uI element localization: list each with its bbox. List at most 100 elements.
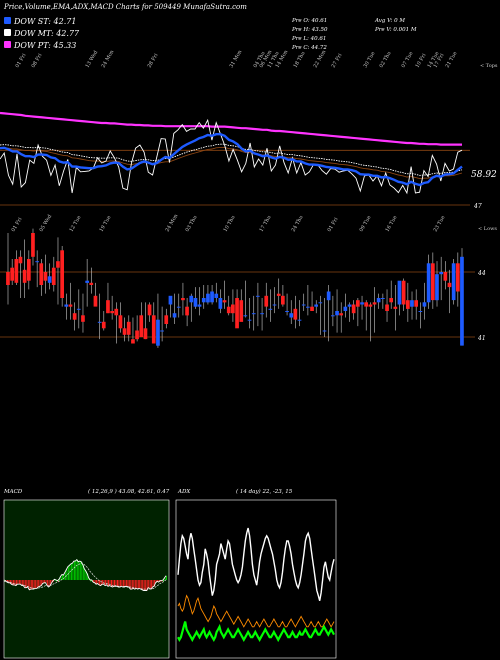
- candle-body: [347, 304, 352, 307]
- macd-bar: [106, 580, 108, 585]
- candle-body: [260, 313, 264, 315]
- candle-body: [418, 311, 423, 312]
- macd-bar: [122, 580, 124, 587]
- candle-body: [51, 267, 56, 285]
- candle-body: [122, 328, 127, 335]
- candle-body: [372, 302, 377, 305]
- minus-di-line: [177, 594, 335, 628]
- candle-body: [239, 300, 244, 322]
- macd-bar: [64, 572, 66, 580]
- macd-bar: [99, 580, 101, 585]
- date-label-top: 28 Fri: [147, 52, 160, 69]
- macd-bar: [59, 579, 60, 581]
- adx-line: [177, 527, 335, 601]
- candle-body: [206, 293, 210, 303]
- candle-body: [456, 263, 460, 292]
- candle-body: [164, 315, 169, 324]
- adx-panel: ADX ( 14 day) 22, -23, 15: [175, 488, 337, 659]
- candle-body: [218, 298, 223, 309]
- date-label-top: 13 Wed: [85, 49, 100, 69]
- macd-bar: [45, 580, 47, 583]
- candle-body: [289, 313, 294, 318]
- macd-bar: [93, 580, 95, 583]
- macd-bar: [148, 580, 150, 588]
- macd-bar: [142, 580, 144, 590]
- macd-bar: [15, 580, 17, 586]
- macd-bar: [35, 580, 37, 589]
- date-label-top: 02 Thu: [379, 50, 393, 69]
- macd-histogram: [4, 559, 167, 591]
- candle-body: [339, 313, 343, 316]
- macd-bar: [8, 580, 10, 583]
- macd-bar: [9, 580, 11, 583]
- candle-body: [397, 280, 402, 305]
- candle-body: [368, 304, 373, 307]
- macd-bar: [11, 580, 13, 585]
- candle-body: [118, 315, 123, 329]
- candle-body: [22, 269, 27, 283]
- candle-body: [306, 306, 310, 308]
- candle-body: [410, 300, 414, 307]
- candle-body: [181, 298, 185, 301]
- macd-bar: [111, 580, 112, 587]
- macd-bar: [36, 580, 38, 589]
- candle-body: [351, 304, 356, 314]
- candle-body: [18, 256, 23, 264]
- macd-bar: [112, 580, 114, 587]
- date-label-top: 31 Mon: [229, 49, 244, 69]
- macd-bar: [26, 580, 28, 588]
- macd-bar: [140, 580, 142, 590]
- candle-body: [385, 304, 389, 311]
- macd-bar: [155, 580, 157, 583]
- candle-body: [47, 276, 52, 283]
- ema-mid-line: [0, 146, 463, 180]
- date-labels-mid: 01 Fri 05 Wed 12 Tue 19 Tue 24 Mon 03 Thu 10 T…: [11, 213, 447, 233]
- candle-body: [231, 304, 235, 314]
- macd-bar: [54, 579, 56, 581]
- candle-body: [264, 295, 269, 307]
- candle-body: [160, 330, 164, 332]
- candle-body: [431, 263, 435, 301]
- ema-short-line: [0, 133, 463, 187]
- candle-body: [176, 306, 181, 308]
- candle-body: [193, 298, 198, 307]
- macd-signal-line: [4, 562, 167, 591]
- legend-swatch-mt: [4, 29, 11, 36]
- macd-bar: [131, 580, 133, 590]
- macd-bar: [73, 561, 75, 580]
- ema-long-line: [0, 111, 462, 146]
- candle-body: [222, 300, 227, 303]
- candle-body: [139, 315, 144, 337]
- candle-body: [131, 339, 135, 344]
- candle-body: [393, 306, 398, 309]
- macd-bar: [97, 580, 99, 584]
- candle-body: [326, 291, 331, 301]
- macd-bar: [103, 580, 105, 585]
- candle-body: [426, 263, 431, 303]
- candle-body: [89, 282, 94, 285]
- candle-body: [31, 233, 35, 257]
- candle-body: [389, 298, 393, 303]
- candle-body: [60, 250, 64, 298]
- date-label-top: 30 Tue: [363, 51, 377, 69]
- macd-bar: [4, 580, 5, 582]
- candle-body: [43, 272, 48, 281]
- macd-bar: [130, 580, 132, 590]
- candle-body: [97, 321, 102, 323]
- macd-bar: [163, 580, 164, 582]
- macd-bar: [18, 580, 20, 585]
- macd-bar: [114, 580, 115, 587]
- legend: DOW ST: 42.71 DOW MT: 42.77 DOW PT: 45.3…: [4, 17, 80, 50]
- candle-body: [210, 291, 214, 303]
- candle-body: [310, 306, 314, 311]
- candle-body: [447, 282, 452, 288]
- macd-bar: [139, 580, 141, 589]
- macd-bar: [63, 575, 65, 580]
- ema-panel: < Tops 01 Fri 08 Fri 13 Wed 24 Mon 28 Fri 31 …: [0, 49, 498, 210]
- candle-body: [256, 295, 260, 297]
- macd-bar: [121, 580, 123, 587]
- ohlc-high: Pre H: 43.50: [291, 27, 328, 33]
- date-labels-top: 01 Fri 08 Fri 13 Wed 24 Mon 28 Fri 31 Mon 04 T…: [15, 49, 459, 69]
- candle-body: [10, 267, 14, 281]
- ema-mid-outline: [0, 143, 463, 176]
